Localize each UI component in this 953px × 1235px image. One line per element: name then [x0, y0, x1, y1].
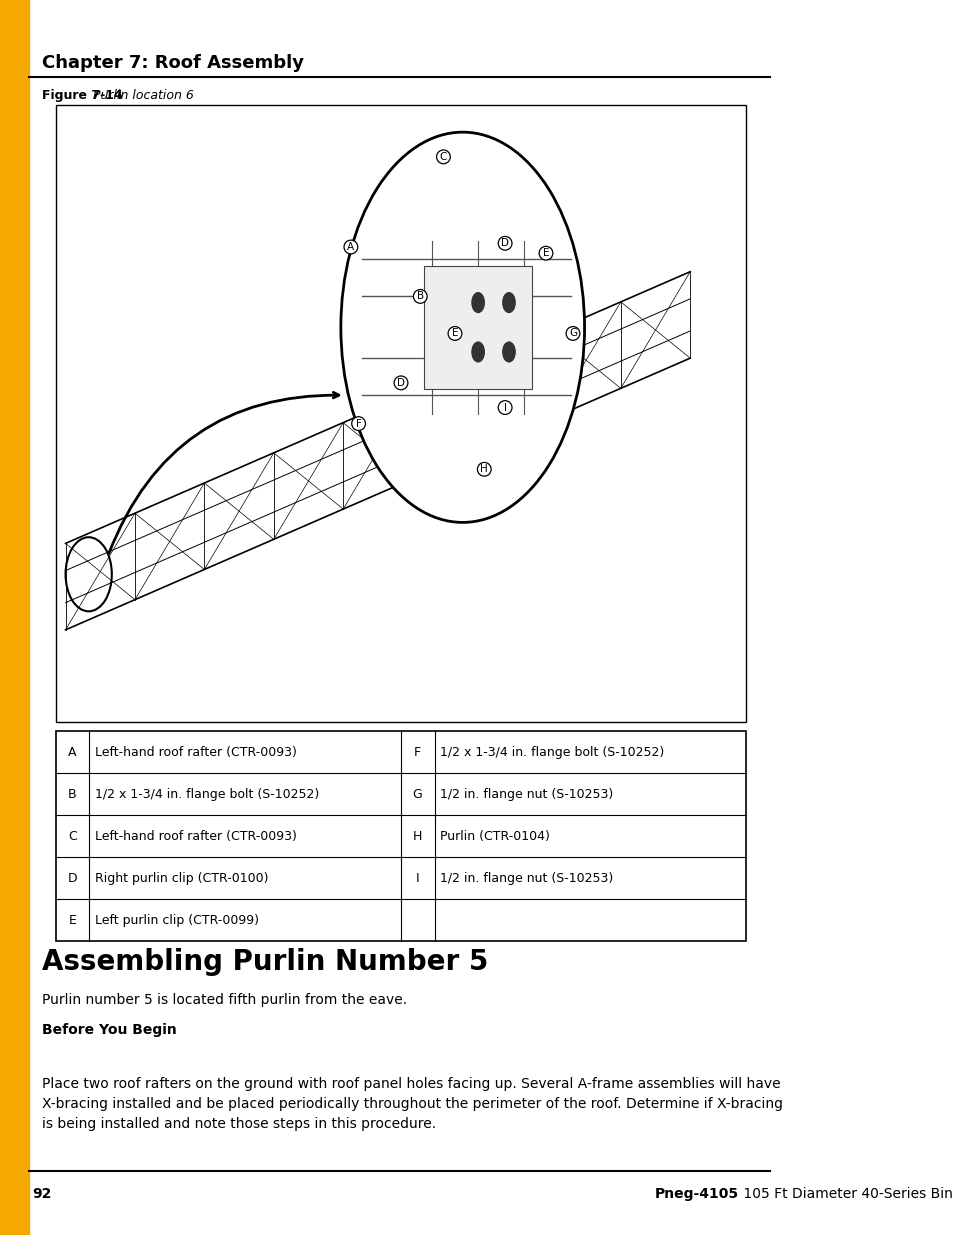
- Text: E: E: [542, 248, 549, 258]
- Text: 92: 92: [32, 1187, 51, 1200]
- Text: Left purlin clip (CTR-0099): Left purlin clip (CTR-0099): [94, 914, 258, 926]
- Bar: [0, 0, 30, 1235]
- Text: C: C: [439, 152, 447, 162]
- Circle shape: [502, 342, 515, 362]
- Text: I: I: [503, 403, 506, 412]
- Text: B: B: [68, 788, 77, 800]
- Bar: [55, 731, 745, 941]
- Text: Left-hand roof rafter (CTR-0093): Left-hand roof rafter (CTR-0093): [94, 830, 296, 842]
- Text: H: H: [413, 830, 422, 842]
- Bar: [424, 266, 532, 389]
- Text: Assembling Purlin Number 5: Assembling Purlin Number 5: [42, 948, 488, 977]
- Text: D: D: [68, 872, 77, 884]
- Text: D: D: [500, 238, 509, 248]
- Text: E: E: [452, 329, 457, 338]
- Circle shape: [502, 293, 515, 312]
- Text: G: G: [568, 329, 577, 338]
- Circle shape: [472, 342, 484, 362]
- Text: G: G: [413, 788, 422, 800]
- Text: Figure 7-14: Figure 7-14: [42, 89, 128, 103]
- Bar: [55, 105, 745, 722]
- Text: Left-hand roof rafter (CTR-0093): Left-hand roof rafter (CTR-0093): [94, 746, 296, 758]
- Text: Chapter 7: Roof Assembly: Chapter 7: Roof Assembly: [42, 54, 304, 73]
- Text: E: E: [69, 914, 76, 926]
- Text: D: D: [396, 378, 405, 388]
- Text: Purlin (CTR-0104): Purlin (CTR-0104): [439, 830, 549, 842]
- Text: 105 Ft Diameter 40-Series Bin: 105 Ft Diameter 40-Series Bin: [738, 1187, 952, 1200]
- Circle shape: [340, 132, 584, 522]
- Text: Purlin location 6: Purlin location 6: [92, 89, 193, 103]
- Text: I: I: [416, 872, 419, 884]
- Text: A: A: [69, 746, 76, 758]
- Text: B: B: [416, 291, 423, 301]
- Circle shape: [472, 293, 484, 312]
- Text: 1/2 in. flange nut (S-10253): 1/2 in. flange nut (S-10253): [439, 872, 613, 884]
- Text: C: C: [68, 830, 77, 842]
- Text: 1/2 x 1-3/4 in. flange bolt (S-10252): 1/2 x 1-3/4 in. flange bolt (S-10252): [94, 788, 318, 800]
- Text: Before You Begin: Before You Begin: [42, 1023, 177, 1036]
- Text: Pneg-4105: Pneg-4105: [654, 1187, 738, 1200]
- Text: Right purlin clip (CTR-0100): Right purlin clip (CTR-0100): [94, 872, 268, 884]
- Text: F: F: [355, 419, 361, 429]
- Text: Purlin number 5 is located fifth purlin from the eave.: Purlin number 5 is located fifth purlin …: [42, 993, 407, 1007]
- Text: Place two roof rafters on the ground with roof panel holes facing up. Several A-: Place two roof rafters on the ground wit…: [42, 1077, 782, 1131]
- Text: H: H: [480, 464, 488, 474]
- Text: A: A: [347, 242, 355, 252]
- Text: F: F: [414, 746, 420, 758]
- Text: 1/2 x 1-3/4 in. flange bolt (S-10252): 1/2 x 1-3/4 in. flange bolt (S-10252): [439, 746, 663, 758]
- Text: 1/2 in. flange nut (S-10253): 1/2 in. flange nut (S-10253): [439, 788, 613, 800]
